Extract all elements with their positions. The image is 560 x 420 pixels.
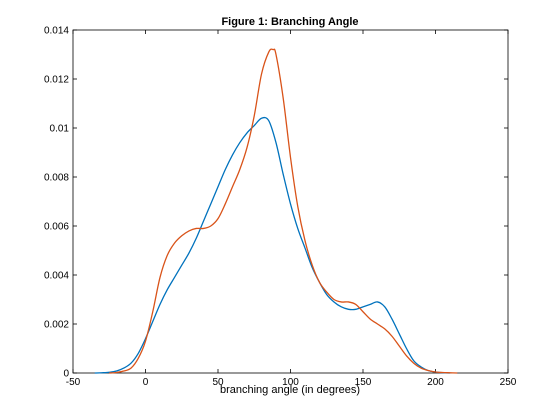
x-tick-label: 150 xyxy=(355,377,372,388)
y-tick-label: 0.014 xyxy=(44,26,69,37)
x-tick-label: 50 xyxy=(212,377,224,388)
series-line-2 xyxy=(109,48,458,374)
x-axis: -50 0 50 100 150 200 250 xyxy=(66,30,517,388)
y-tick-label: 0.012 xyxy=(44,75,69,86)
series-layer xyxy=(94,48,458,374)
x-tick-label: 100 xyxy=(282,377,299,388)
y-tick-label: 0 xyxy=(63,369,69,380)
y-tick-label: 0.006 xyxy=(44,222,69,233)
y-tick-label: 0.01 xyxy=(50,124,70,135)
x-tick-label: -50 xyxy=(66,377,81,388)
y-tick-label: 0.008 xyxy=(44,173,69,184)
y-tick-label: 0.004 xyxy=(44,271,69,282)
y-axis: 0 0.002 0.004 0.006 0.008 0.01 0.012 0.014 xyxy=(44,26,508,380)
x-tick-label: 250 xyxy=(500,377,517,388)
x-tick-label: 0 xyxy=(143,377,149,388)
y-tick-label: 0.002 xyxy=(44,320,69,331)
series-line-1 xyxy=(94,116,451,374)
chart-title: Figure 1: Branching Angle xyxy=(221,16,358,28)
x-axis-label: branching angle (in degrees) xyxy=(220,384,360,396)
x-tick-label: 200 xyxy=(427,377,444,388)
